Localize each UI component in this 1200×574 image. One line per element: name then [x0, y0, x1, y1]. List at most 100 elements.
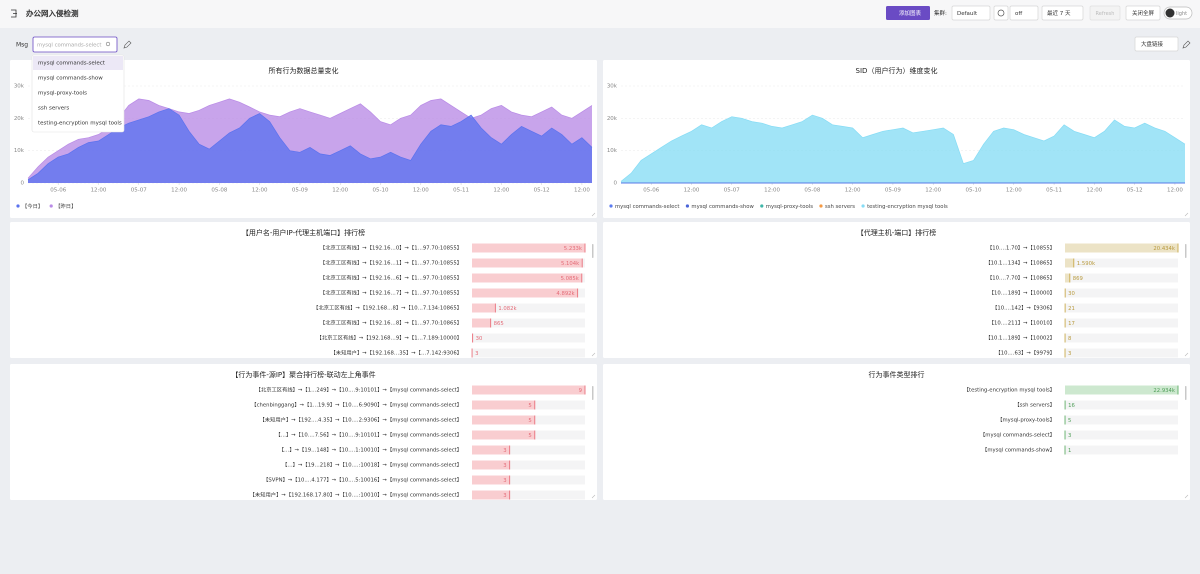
series-line [620, 114, 1186, 182]
legend-swatch[interactable] [609, 204, 613, 208]
legend-label[interactable]: 【今日】 [22, 202, 43, 210]
scrollbar [592, 244, 594, 258]
x-tick-label: 05-06 [643, 188, 659, 194]
panel-title: 【用户名-用户IP-代理主机端口】排行榜 [242, 228, 365, 237]
legend-label[interactable]: mysql commands-select [615, 204, 679, 210]
bar [472, 318, 491, 328]
x-tick-label: 12:00 [91, 188, 107, 194]
bar-track [472, 333, 585, 343]
x-tick-label: 05-06 [50, 188, 66, 194]
row-label: 【…】→【19…218】→【10.…:10018】→【mysql command… [282, 462, 462, 469]
bar [472, 445, 510, 455]
x-tick-label: 05-11 [1046, 188, 1062, 194]
edit-icon[interactable] [1182, 40, 1191, 49]
exit-fullscreen-button[interactable] [1125, 5, 1161, 21]
bar-track [1065, 273, 1178, 283]
row-label: 【10.…142】→【9306】 [992, 305, 1055, 312]
scrollbar [592, 386, 594, 400]
scrollbar [1185, 244, 1187, 258]
value-label: 869 [1073, 276, 1083, 282]
legend-label[interactable]: mysql commands-show [691, 204, 754, 210]
row-label: 【北京工区有线】→【192.16…8】→【1…97.70:10865】 [320, 319, 462, 327]
row-label: 【北京工区有线】→【192.16…1】→【1…97.70:10855】 [320, 259, 462, 267]
x-tick-label: 12:00 [684, 188, 700, 194]
filter-input[interactable] [32, 36, 118, 53]
panel: 【代理主机-端口】排行榜【10.…1.70】→【10855】 20.434k 【10… [603, 222, 1190, 358]
x-tick-label: 05-07 [724, 188, 740, 194]
value-label: 20.434k [1153, 246, 1176, 252]
legend-label[interactable]: 【昨日】 [55, 202, 76, 210]
filter-dropdown: mysql commands-select mysql commands-show… [31, 54, 125, 133]
bar [472, 288, 578, 298]
legend-swatch[interactable] [861, 204, 865, 208]
y-tick-label: 0 [614, 181, 618, 187]
edit-icon[interactable] [123, 40, 132, 49]
panels: 所有行为数据总量变化 0 10k 20k 30k 05-06 12:00 05-07 12:00… [10, 60, 1190, 500]
panel: 所有行为数据总量变化 0 10k 20k 30k 05-06 12:00 05-07 12:00… [10, 60, 597, 218]
bar [472, 400, 535, 410]
panel: 行为事件类型排行【testing-encryption mysql tools】… [603, 364, 1190, 500]
bar-track [472, 490, 585, 500]
row-label: 【mysql commands-select】 [980, 432, 1055, 439]
legend-label[interactable]: testing-encryption mysql tools [867, 204, 948, 210]
bar-track [1065, 288, 1178, 298]
row-label: 【北京工区有线】→【1…249】→【10.…9:10101】→【mysql co… [256, 386, 462, 394]
filter-placeholder: mysql commands-select [37, 43, 101, 49]
bar-track [472, 475, 585, 485]
bar-track [1065, 348, 1178, 358]
panel-card [603, 364, 1190, 500]
row-label: 【未知用户】→【192.…4.35】→【10.…2:9306】→【mysql c… [259, 416, 462, 424]
legend-label[interactable]: mysql-proxy-tools [766, 204, 813, 210]
bar [472, 303, 496, 313]
legend-swatch[interactable] [16, 204, 20, 208]
bar [1065, 258, 1074, 268]
dropdown-option[interactable]: mysql commands-select [38, 61, 106, 67]
cluster-value: Default [957, 11, 978, 17]
value-label: 30 [476, 336, 483, 342]
row-label: 【10.…211】→【10010】 [989, 320, 1055, 327]
x-tick-label: 05-09 [292, 188, 308, 194]
legend-swatch[interactable] [819, 204, 823, 208]
theme-toggle-knob [1165, 8, 1175, 18]
value-label: 3 [503, 448, 506, 454]
x-tick-label: 05-10 [966, 188, 982, 194]
row-label: 【10.…1.70】→【10855】 [987, 245, 1055, 252]
dashboard-link-button[interactable] [1134, 36, 1179, 52]
back-icon[interactable] [11, 9, 17, 18]
cluster-select[interactable] [951, 5, 991, 21]
row-label: 【10.1…134】→【10865】 [985, 260, 1055, 267]
panel-card [10, 222, 597, 358]
add-chart-button[interactable] [886, 6, 930, 20]
auto-refresh-button[interactable] [1089, 5, 1121, 21]
refresh-mode-select[interactable] [1009, 5, 1039, 21]
panel-card [10, 364, 597, 500]
resize-handle [1184, 494, 1189, 499]
bar [472, 430, 535, 440]
y-tick-label: 20k [607, 116, 618, 122]
row-label: 【…】→【19…148】→【10.…1:10010】→【mysql comman… [279, 447, 462, 454]
dashboard-link-label: 大盘链接 [1141, 40, 1164, 48]
dropdown-option[interactable]: testing-encryption mysql tools [38, 121, 122, 127]
dropdown-option[interactable]: mysql commands-show [38, 76, 103, 82]
legend-swatch[interactable] [760, 204, 764, 208]
row-label: 【mysql-proxy-tools】 [997, 417, 1055, 424]
bar-track [1065, 303, 1178, 313]
legend-label[interactable]: ssh servers [825, 204, 855, 210]
dropdown-option[interactable]: mysql-proxy-tools [38, 91, 87, 97]
refresh-button[interactable] [993, 5, 1009, 21]
x-tick-label: 12:00 [764, 188, 780, 194]
value-label: 3 [503, 463, 506, 469]
y-tick-label: 0 [21, 181, 25, 187]
bar [472, 273, 582, 283]
page-title: 办公网入侵检测 [26, 8, 79, 18]
x-tick-label: 12:00 [1086, 188, 1102, 194]
time-range-value: 最近 7 天 [1047, 9, 1071, 17]
value-label: 4.892k [556, 291, 575, 297]
time-range-select[interactable] [1041, 5, 1084, 21]
legend-swatch[interactable] [685, 204, 690, 208]
dropdown-option[interactable]: ssh servers [38, 106, 69, 112]
legend-swatch[interactable] [49, 204, 53, 208]
value-label: 3 [503, 478, 506, 484]
bar-track [1065, 318, 1178, 328]
